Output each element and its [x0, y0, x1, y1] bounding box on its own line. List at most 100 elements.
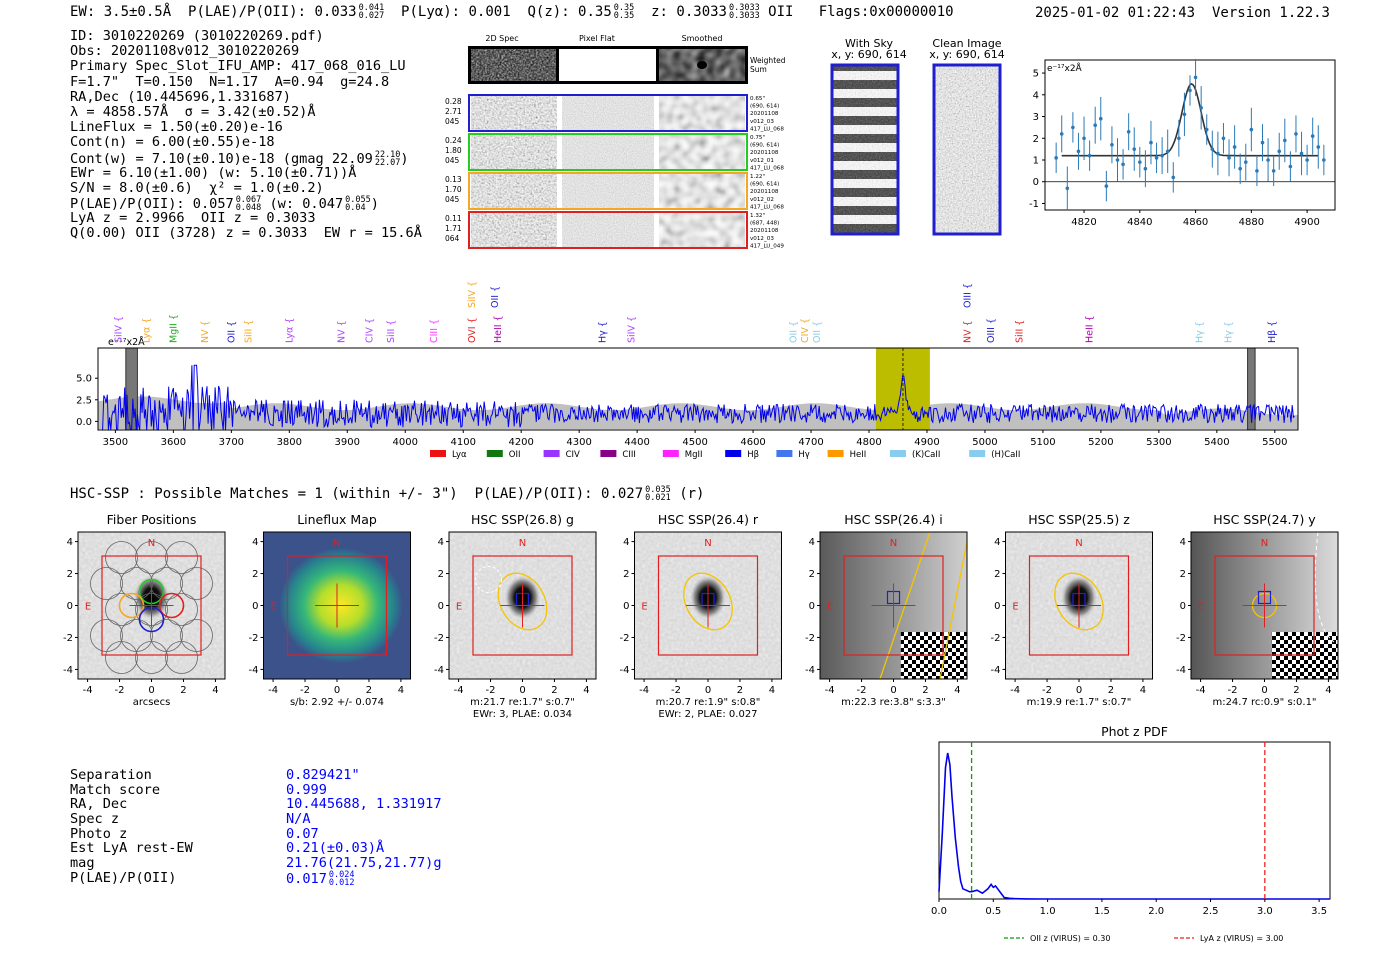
spectrum-xtick-label: 5000 [972, 437, 997, 448]
hsc-panel-title: HSC SSP(26.4) i [844, 512, 942, 527]
north-label: N [1261, 538, 1268, 549]
sky-stamps [830, 63, 1002, 236]
zoom-point [1188, 88, 1192, 93]
info-params: F=1.7" T=0.150 N=1.17 A=0.94 g=24.8 [70, 73, 390, 90]
fiber-circle [105, 593, 138, 626]
legend-label: MgII [685, 450, 703, 460]
hsc-panel-fiber: Fiber Positions N E -4 -4 -2 -2 0 0 2 2 4 4 arcsecs [63, 512, 226, 708]
hsc-xtick-label: 2 [737, 685, 743, 696]
legend-label: Hβ [747, 450, 759, 460]
zoom-point [1305, 158, 1309, 162]
line-marker-label: OVI { [467, 317, 478, 343]
fiber-circle [105, 641, 138, 674]
clean-image-xy: x, y: 690, 614 [929, 48, 1005, 61]
weighted-label: Weighted Sum [750, 56, 786, 74]
hsc-ytick-label: 0 [1180, 601, 1186, 612]
pdf-xtick-label: 3.0 [1257, 906, 1273, 917]
zoom-xtick-label: 4820 [1071, 217, 1096, 228]
search-box [472, 555, 573, 656]
zoom-point [1098, 116, 1103, 121]
hsc-caption: m:22.3 re:3.8" s:3.3" [841, 697, 946, 708]
zoom-ytick-label: -1 [1029, 199, 1039, 210]
zoom-point [1243, 160, 1248, 164]
legend-label: HeII [850, 450, 867, 460]
pdf-xtick-label: 0.0 [931, 906, 947, 917]
with-sky-noise [832, 65, 898, 234]
cutout-row-right-label: v012_03 [750, 119, 774, 125]
cutout-row-left-label: 0.24 [445, 136, 462, 145]
source-ellipse [683, 572, 733, 631]
pdf-xtick-label: 3.5 [1311, 906, 1327, 917]
match-value: 0.017 0.024 0.012 [286, 869, 355, 888]
hsc-ytick-label: -2 [249, 633, 259, 644]
hsc-xtick-label: 4 [769, 685, 775, 696]
spectrum-xtick-label: 5200 [1088, 437, 1113, 448]
hsc-ytick-label: 4 [623, 537, 629, 548]
info-plae-lo: 0.048 [235, 203, 262, 214]
cutout-row-right-label: 0.65" [750, 96, 765, 102]
match-value: 0.21(±0.03)Å [286, 840, 385, 857]
info-plae: P(LAE)/P(OII): 0.057 0.067 0.048 (w: 0.047… [70, 195, 379, 214]
hsc-ytick-label: 2 [252, 569, 258, 580]
cutout-pixelflat [562, 135, 654, 169]
cutout-row-right-label: 417_LU_049 [750, 243, 784, 249]
hsc-panel-title: HSC SSP(26.4) r [658, 512, 759, 527]
neighbor-ellipse [1314, 531, 1335, 643]
hsc-plae-lo: 0.021 [645, 493, 671, 503]
cutout-row-left-label: 045 [445, 156, 460, 165]
zoom-point [1199, 106, 1203, 110]
hsc-xtick-label: -4 [639, 685, 649, 696]
hsc-xtick-label: -4 [1010, 685, 1020, 696]
cutout-row-left-label: 0.11 [445, 214, 462, 223]
header-datetime: 2025-01-02 01:22:43 [1034, 5, 1196, 21]
cutout-row-right-label: v012_02 [750, 197, 774, 203]
zoom-point [1132, 147, 1137, 151]
hsc-xtick-label: 0 [705, 685, 711, 696]
hsc-plae-band: (r) [679, 486, 705, 502]
zoom-ytick-label: 3 [1033, 112, 1039, 123]
with-sky-label: With Sky [845, 37, 893, 50]
weighted-2dspec [471, 49, 556, 81]
header-qz-hi: 0.35 [613, 3, 635, 13]
hsc-xtick-label: -2 [1228, 685, 1238, 696]
cutout-row-right-label: 417_LU_068 [750, 165, 784, 171]
source-ellipse [1054, 572, 1104, 631]
match-value: 21.76(21.75,21.77)g [286, 855, 442, 872]
match-value: 0.07 [286, 825, 319, 842]
east-label: E [270, 602, 276, 613]
hsc-ytick-label: 2 [809, 569, 815, 580]
hsc-panel-i: HSC SSP(26.4) i N E -4 -4 -2 -2 0 0 2 2 4 4 m:22.3 re… [805, 512, 968, 708]
aperture-edge [939, 541, 968, 680]
with-sky-xy: x, y: 690, 614 [831, 48, 907, 61]
info-lya-z: LyA z = 2.9966 OII z = 0.3033 [70, 210, 316, 227]
match-value: 10.445688, 1.331917 [286, 796, 442, 813]
zoom-point [1310, 134, 1315, 138]
zoom-line-plot: e⁻¹⁷x2Å -1 0 1 2 3 4 5 4820 4840 4860 4880 4900 [1029, 58, 1336, 228]
hsc-ytick-label: 0 [994, 601, 1000, 612]
line-marker-label: Hγ { [1194, 321, 1205, 343]
east-label: E [456, 602, 462, 613]
zoom-point [1277, 149, 1282, 154]
hsc-ytick-label: 4 [809, 537, 815, 548]
hsc-ytick-label: 0 [67, 601, 73, 612]
cutout-2dspec [471, 96, 557, 130]
col-label-smoothed: Smoothed [682, 34, 723, 43]
hsc-panel-y: HSC SSP(24.7) y N E -4 -4 -2 -2 0 0 2 2 4 4 m:24.7 rc… [1176, 512, 1339, 708]
match-value: 0.999 [286, 781, 327, 798]
info-ewr: EWr = 6.10(±1.00) (w: 5.10(±0.71))Å [70, 164, 357, 181]
zoom-point [1104, 184, 1109, 188]
pdf-xtick-label: 0.5 [985, 906, 1001, 917]
hsc-caption-2: EWr: 3, PLAE: 0.034 [473, 709, 572, 720]
info-id: ID: 3010220269 (3010220269.pdf) [70, 28, 324, 44]
header-ew: EW: 3.5±0.5Å [70, 4, 172, 20]
line-marker-label: CIV { [800, 318, 811, 343]
info-cont-w-text: Cont(w) = 7.10(±0.10)e-18 (gmag 22.09 [70, 150, 373, 167]
line-marker-label: Hγ { [597, 321, 608, 343]
info-sn: S/N = 8.0(±0.6) χ² = 1.0(±0.2) [70, 179, 324, 196]
hsc-ytick-label: 2 [67, 569, 73, 580]
line-marker-label: HeII { [493, 315, 504, 343]
cutout-row-left-label: 1.80 [445, 146, 462, 155]
hsc-xtick-label: -4 [454, 685, 464, 696]
legend-label: CIII [622, 450, 635, 460]
zoom-point [1177, 136, 1181, 141]
